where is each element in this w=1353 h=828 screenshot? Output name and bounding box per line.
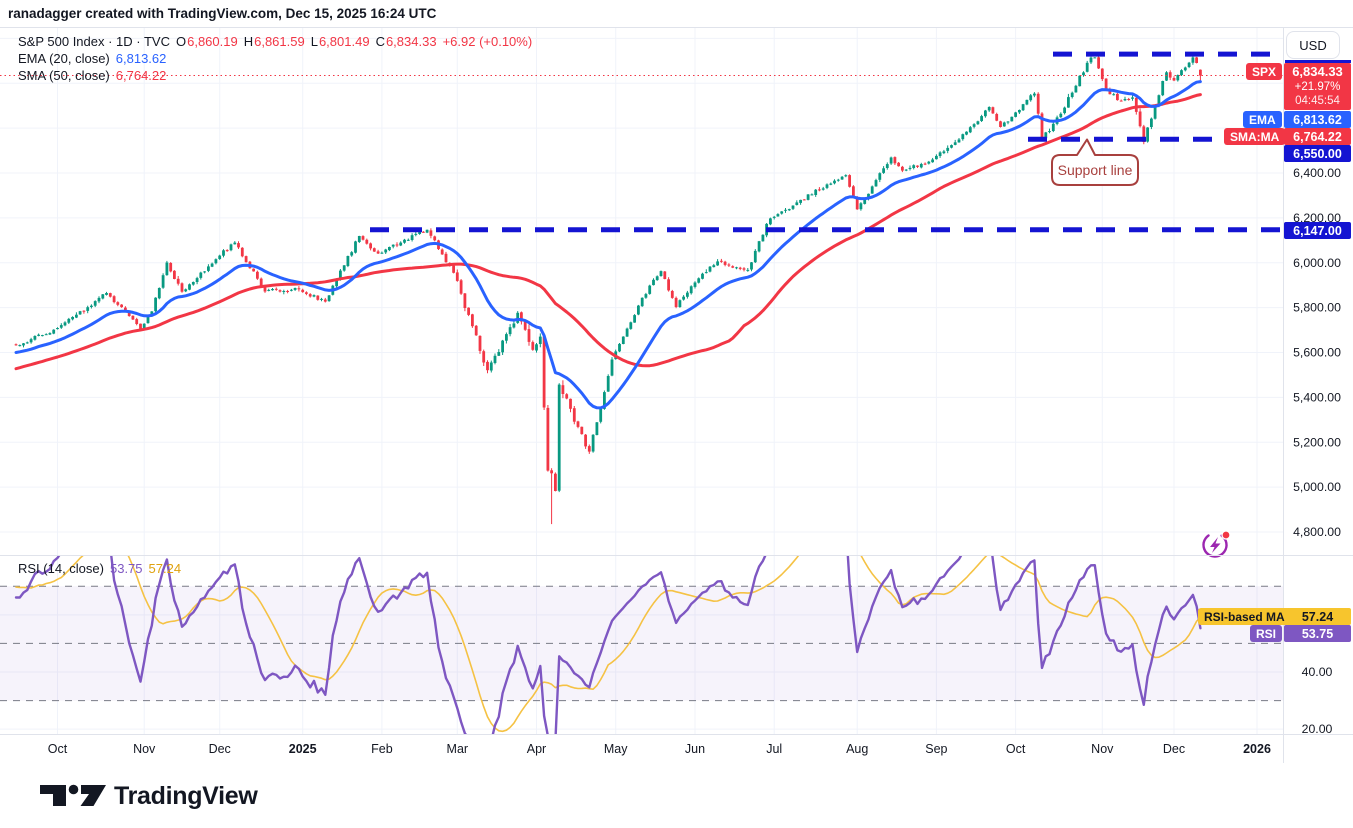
breakout-level-badge: 6,147.00 bbox=[1284, 222, 1351, 239]
rsi-ma-value-badge: 57.24 bbox=[1284, 608, 1351, 625]
rsi-legend-label: RSI (14, close) bbox=[18, 561, 104, 576]
rsi-line bbox=[14, 556, 1202, 734]
high-value: 6,861.59 bbox=[254, 34, 305, 49]
support-level-badge: 6,550.00 bbox=[1284, 145, 1351, 162]
svg-text:5,800.00: 5,800.00 bbox=[1293, 301, 1341, 315]
currency-usd-button[interactable]: USD bbox=[1286, 31, 1340, 59]
pane-divider[interactable] bbox=[0, 555, 1353, 556]
change-value: +6.92 (+0.10%) bbox=[442, 34, 533, 49]
svg-text:Jun: Jun bbox=[685, 742, 705, 756]
open-label: O bbox=[175, 34, 187, 49]
svg-text:5,000.00: 5,000.00 bbox=[1293, 480, 1341, 494]
candles-layer bbox=[14, 55, 1202, 525]
ema-tag: EMA bbox=[1243, 111, 1282, 128]
rsi-band bbox=[0, 585, 1283, 702]
svg-text:Dec: Dec bbox=[1163, 742, 1185, 756]
spx-bar-countdown: 04:45:54 bbox=[1295, 95, 1340, 107]
symbol-title: S&P 500 Index · 1D · TVC bbox=[18, 34, 170, 49]
footer: TradingView bbox=[0, 763, 1353, 823]
svg-text:May: May bbox=[604, 742, 628, 756]
svg-text:Feb: Feb bbox=[371, 742, 393, 756]
rsi-legend-value: 53.75 bbox=[109, 561, 143, 576]
header-divider bbox=[0, 27, 1353, 28]
tradingview-logo[interactable]: TradingView bbox=[0, 773, 400, 823]
svg-text:Sep: Sep bbox=[925, 742, 947, 756]
tradingview-logo-text: TradingView bbox=[114, 782, 258, 810]
low-label: L bbox=[310, 34, 318, 49]
spx-price-badge: 6,834.33 +21.97% 04:45:54 bbox=[1284, 63, 1351, 110]
sma-price-badge: 6,764.22 bbox=[1284, 128, 1351, 145]
tradingview-logo-icon bbox=[40, 784, 106, 806]
sma-legend-value: 6,764.22 bbox=[115, 68, 167, 83]
svg-text:6,200.00: 6,200.00 bbox=[1293, 211, 1341, 225]
svg-text:40.00: 40.00 bbox=[1302, 665, 1333, 679]
symbol-legend[interactable]: S&P 500 Index · 1D · TVC O 6,860.19 H 6,86… bbox=[18, 34, 532, 49]
time-axis-divider bbox=[0, 734, 1353, 735]
svg-text:20.00: 20.00 bbox=[1302, 722, 1333, 736]
resistance-axis-marker bbox=[1285, 60, 1351, 63]
boost-icon[interactable] bbox=[1199, 529, 1231, 561]
spx-change-percent: +21.97% bbox=[1294, 81, 1341, 93]
svg-text:2025: 2025 bbox=[289, 742, 317, 756]
svg-text:Jul: Jul bbox=[766, 742, 782, 756]
svg-text:Dec: Dec bbox=[209, 742, 231, 756]
high-label: H bbox=[243, 34, 254, 49]
sma-line bbox=[14, 93, 1202, 371]
ema-price-badge: 6,813.62 bbox=[1284, 111, 1351, 128]
ema-legend[interactable]: EMA (20, close) 6,813.62 bbox=[18, 51, 166, 66]
sma-legend[interactable]: SMA (50, close) 6,764.22 bbox=[18, 68, 166, 83]
svg-text:Mar: Mar bbox=[447, 742, 469, 756]
price-axis-labels[interactable]: 6,400.00 6,200.00 6,000.00 5,800.00 5,600.00… bbox=[1293, 166, 1341, 736]
svg-text:5,600.00: 5,600.00 bbox=[1293, 346, 1341, 360]
ema-legend-value: 6,813.62 bbox=[115, 51, 167, 66]
support-line-callout[interactable]: Support line bbox=[1057, 162, 1133, 178]
rsi-tag: RSI bbox=[1250, 625, 1283, 642]
svg-text:Nov: Nov bbox=[133, 742, 156, 756]
header-credit: ranadagger created with TradingView.com,… bbox=[8, 6, 437, 21]
time-axis-labels[interactable]: Oct Nov Dec 2025 Feb Mar Apr May Jun Jul Aug Sep Oct… bbox=[48, 742, 1271, 756]
support-callout-bubble[interactable] bbox=[1051, 138, 1139, 186]
rsi-value-badge: 53.75 bbox=[1284, 625, 1351, 642]
spx-tag: SPX bbox=[1246, 63, 1283, 80]
rsi-ma-line bbox=[15, 556, 1202, 733]
sma-legend-label: SMA (50, close) bbox=[18, 68, 110, 83]
svg-text:5,400.00: 5,400.00 bbox=[1293, 390, 1341, 404]
close-label: C bbox=[375, 34, 385, 49]
ema-legend-label: EMA (20, close) bbox=[18, 51, 110, 66]
close-value: 6,834.33 bbox=[385, 34, 437, 49]
open-value: 6,860.19 bbox=[187, 34, 238, 49]
rsi-ma-legend-value: 57.24 bbox=[148, 561, 182, 576]
svg-text:Aug: Aug bbox=[846, 742, 868, 756]
grid-layer bbox=[0, 28, 1283, 734]
svg-text:Apr: Apr bbox=[527, 742, 546, 756]
svg-text:Oct: Oct bbox=[1006, 742, 1026, 756]
svg-text:4,800.00: 4,800.00 bbox=[1293, 525, 1341, 539]
rsi-legend[interactable]: RSI (14, close) 53.75 57.24 bbox=[18, 561, 181, 576]
low-value: 6,801.49 bbox=[318, 34, 370, 49]
svg-text:Nov: Nov bbox=[1091, 742, 1114, 756]
svg-text:Oct: Oct bbox=[48, 742, 68, 756]
ema-line bbox=[14, 80, 1202, 410]
rsi-ma-tag: RSI-based MA bbox=[1198, 608, 1291, 625]
svg-text:2026: 2026 bbox=[1243, 742, 1271, 756]
svg-text:6,400.00: 6,400.00 bbox=[1293, 166, 1341, 180]
svg-text:5,200.00: 5,200.00 bbox=[1293, 435, 1341, 449]
spx-last-price: 6,834.33 bbox=[1292, 64, 1343, 79]
price-axis-border[interactable] bbox=[1283, 28, 1284, 763]
svg-text:6,000.00: 6,000.00 bbox=[1293, 256, 1341, 270]
sma-tag: SMA:MA bbox=[1224, 128, 1286, 145]
